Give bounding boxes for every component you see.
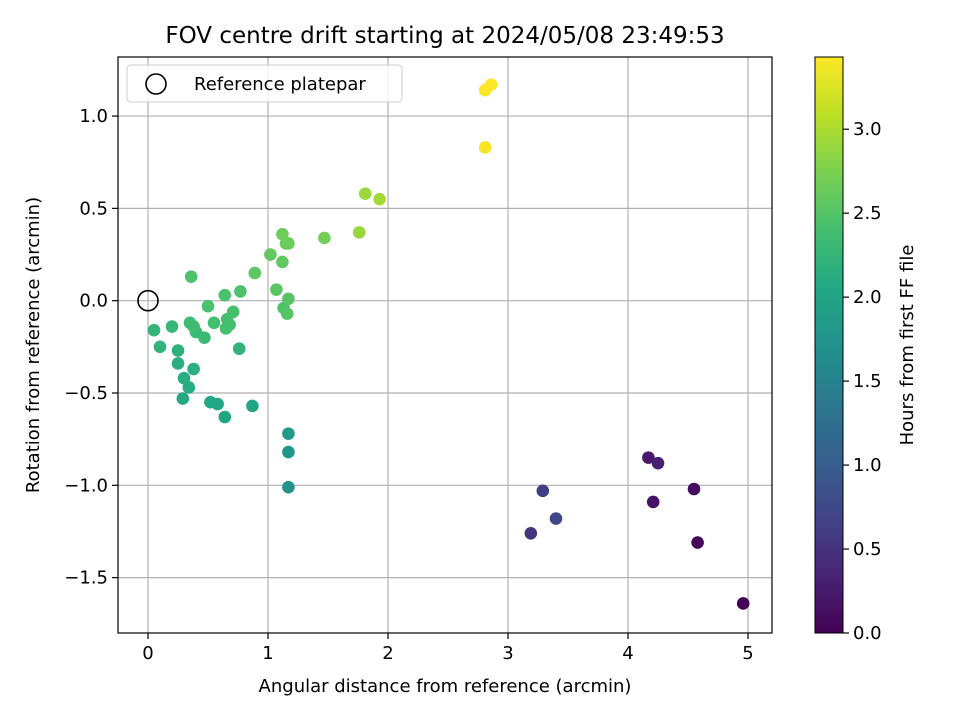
data-point <box>270 283 283 296</box>
legend: Reference platepar <box>126 64 403 103</box>
data-point <box>218 410 232 424</box>
y-tick-label: 0.5 <box>79 198 108 219</box>
x-tick-label: 0 <box>142 643 153 664</box>
data-point <box>687 482 701 496</box>
plot-frame <box>117 56 773 634</box>
x-tick-label: 3 <box>502 643 513 664</box>
data-point <box>280 307 294 320</box>
data-point <box>264 248 277 261</box>
data-point <box>524 527 538 540</box>
data-point <box>318 231 331 245</box>
colorbar-tick-label: 0.5 <box>853 539 882 560</box>
colorbar-tick-label: 1.5 <box>853 371 882 392</box>
x-tick-label: 1 <box>262 643 273 664</box>
colorbar-tick-label: 0.0 <box>853 623 882 644</box>
data-point <box>153 340 167 354</box>
data-point <box>226 305 240 319</box>
y-axis-label: Rotation from reference (arcmin) <box>23 197 44 493</box>
x-tick-label: 4 <box>622 643 633 664</box>
data-point <box>201 299 215 313</box>
colorbar-label: Hours from first FF file <box>897 245 918 446</box>
data-point <box>176 392 190 405</box>
data-point <box>282 445 295 459</box>
y-tick-label: 1.0 <box>79 106 108 127</box>
data-point <box>184 270 198 283</box>
legend-box <box>126 64 403 103</box>
data-point <box>218 288 232 302</box>
data-point <box>246 399 259 413</box>
data-point <box>478 141 492 154</box>
data-point <box>187 362 200 376</box>
colorbar: 0.0 0.5 1.0 1.5 2.0 2.5 3.0 Hours from first F… <box>814 56 918 644</box>
data-point <box>232 342 246 355</box>
data-point <box>642 451 655 464</box>
data-point <box>736 597 750 610</box>
data-point <box>484 78 498 91</box>
chart-title: FOV centre drift starting at 2024/05/08 … <box>165 23 724 49</box>
legend-label-reference: Reference platepar <box>194 74 366 95</box>
data-point <box>248 266 262 280</box>
data-point <box>651 456 665 470</box>
data-point <box>165 320 179 333</box>
data-point <box>234 285 247 298</box>
y-axis: −1.5 −1.0 −0.5 0.0 0.5 1.0 <box>64 106 118 589</box>
data-point <box>198 331 211 344</box>
colorbar-ticks: 0.0 0.5 1.0 1.5 2.0 2.5 3.0 <box>843 119 882 644</box>
x-axis: 0 1 2 3 4 5 <box>142 633 754 664</box>
colorbar-tick-label: 3.0 <box>853 119 882 140</box>
reference-point-marker <box>137 289 159 312</box>
y-tick-label: −1.5 <box>64 568 108 589</box>
data-point <box>207 316 221 330</box>
data-point <box>282 237 295 250</box>
data-points <box>137 78 750 610</box>
data-point <box>171 357 185 370</box>
colorbar-tick-label: 2.0 <box>853 287 882 308</box>
data-point <box>282 480 295 494</box>
x-axis-label: Angular distance from reference (arcmin) <box>259 676 632 697</box>
data-point <box>187 320 200 333</box>
x-tick-label: 2 <box>382 643 393 664</box>
data-point <box>549 512 563 525</box>
x-tick-label: 5 <box>742 643 753 664</box>
data-point <box>177 371 191 385</box>
data-point <box>147 323 161 337</box>
legend-marker-reference <box>145 73 167 95</box>
y-tick-label: −1.0 <box>64 475 108 496</box>
data-point <box>691 536 704 549</box>
grid <box>118 57 772 633</box>
data-point <box>276 227 289 241</box>
data-point <box>646 495 660 509</box>
data-point <box>352 226 366 239</box>
colorbar-tick-label: 2.5 <box>853 203 882 224</box>
data-point <box>373 192 386 206</box>
data-point <box>276 255 289 269</box>
colorbar-gradient <box>814 56 844 634</box>
data-point <box>182 381 196 394</box>
data-point <box>211 397 224 411</box>
y-tick-label: 0.0 <box>79 291 108 312</box>
data-point <box>282 427 295 440</box>
colorbar-tick-label: 1.0 <box>853 455 882 476</box>
y-tick-label: −0.5 <box>64 383 108 404</box>
data-point <box>282 292 295 306</box>
data-point <box>536 484 550 498</box>
data-point <box>358 187 372 200</box>
data-point <box>171 344 185 357</box>
